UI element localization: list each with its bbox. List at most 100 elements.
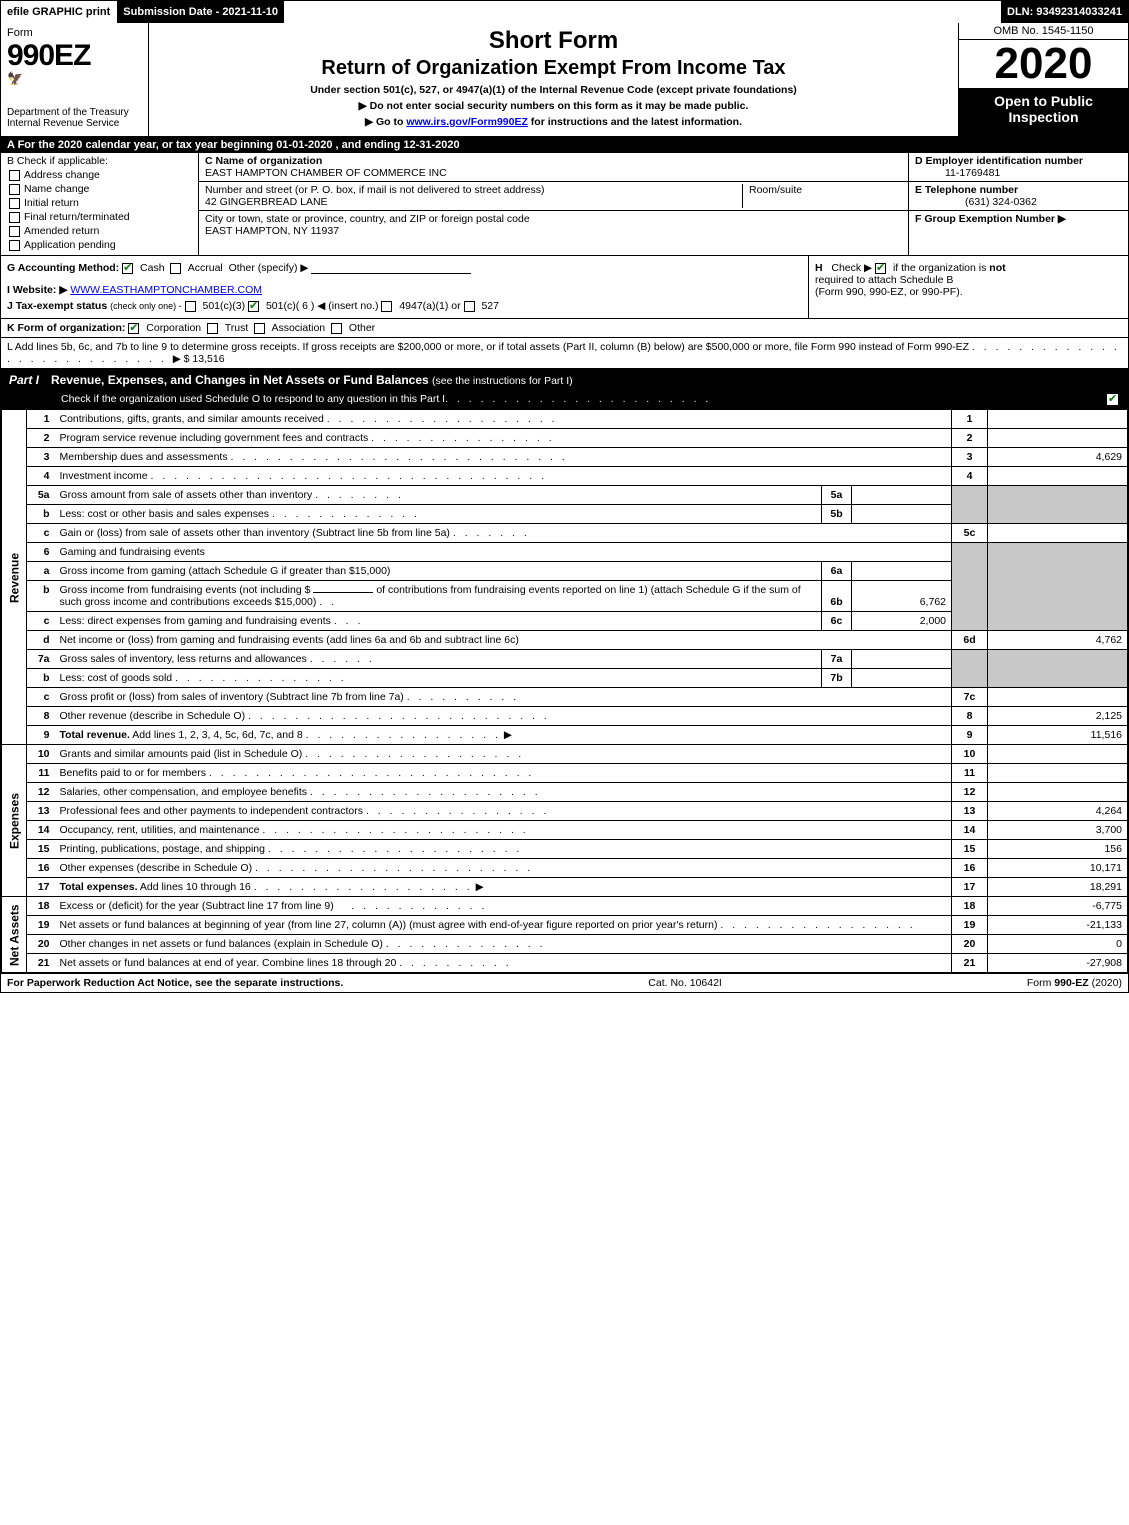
accrual-label: Accrual: [188, 262, 223, 274]
l7-shaded: [952, 650, 988, 688]
l5c-amt: [988, 524, 1128, 543]
chk-association[interactable]: [254, 323, 265, 334]
g-label: G Accounting Method:: [7, 262, 119, 274]
chk-corporation[interactable]: [128, 323, 139, 334]
l14-amt: 3,700: [988, 821, 1128, 840]
l18-amt: -6,775: [988, 897, 1128, 916]
c-name-label: C Name of organization: [205, 155, 322, 167]
ln-4: 4: [27, 467, 55, 486]
j-o3: 4947(a)(1) or: [399, 300, 460, 312]
l-amount: ▶ $ 13,516: [173, 353, 225, 365]
chk-527[interactable]: [464, 301, 475, 312]
chk-cash[interactable]: [122, 263, 133, 274]
k-label: K Form of organization:: [7, 322, 125, 334]
l3-desc: Membership dues and assessments . . . . …: [55, 448, 952, 467]
p1-note: (see the instructions for Part I): [432, 375, 573, 387]
sub3-pre: ▶ Go to: [365, 116, 406, 128]
l4-desc: Investment income . . . . . . . . . . . …: [55, 467, 952, 486]
footer-formref: Form 990-EZ (2020): [1027, 977, 1122, 989]
chk-schedule-o[interactable]: [1107, 394, 1118, 405]
header-center: Short Form Return of Organization Exempt…: [149, 23, 958, 136]
l7b-desc: Less: cost of goods sold . . . . . . . .…: [55, 669, 822, 688]
row-l: L Add lines 5b, 6c, and 7b to line 9 to …: [1, 338, 1128, 369]
chk-final-return[interactable]: Final return/terminated: [9, 211, 192, 223]
i-label: I Website: ▶: [7, 284, 67, 296]
l13-desc: Professional fees and other payments to …: [55, 802, 952, 821]
l8-desc: Other revenue (describe in Schedule O) .…: [55, 707, 952, 726]
l21-amt: -27,908: [988, 954, 1128, 973]
chk-501c3[interactable]: [185, 301, 196, 312]
ln-1: 1: [27, 410, 55, 429]
l10-desc: Grants and similar amounts paid (list in…: [55, 745, 952, 764]
chk-amended-return[interactable]: Amended return: [9, 225, 192, 237]
fr-bold: 990-EZ: [1054, 977, 1088, 989]
main-title: Return of Organization Exempt From Incom…: [157, 57, 950, 80]
l20-amt: 0: [988, 935, 1128, 954]
chk-other-org[interactable]: [331, 323, 342, 334]
l9-desc: Total revenue. Add lines 1, 2, 3, 4, 5c,…: [55, 726, 952, 745]
ln-8: 8: [27, 707, 55, 726]
e-phone: E Telephone number (631) 324-0362: [909, 182, 1128, 211]
l15-num: 15: [952, 840, 988, 859]
g-accounting-method: G Accounting Method: Cash Accrual Other …: [7, 262, 802, 274]
website-link[interactable]: WWW.EASTHAMPTONCHAMBER.COM: [70, 284, 262, 296]
footer-catno: Cat. No. 10642I: [343, 977, 1027, 989]
ln-20: 20: [27, 935, 55, 954]
l1-desc: Contributions, gifts, grants, and simila…: [55, 410, 952, 429]
fr-pre: Form: [1027, 977, 1054, 989]
block-g-h: G Accounting Method: Cash Accrual Other …: [1, 256, 1128, 319]
chk-h[interactable]: [875, 263, 886, 274]
l15-desc: Printing, publications, postage, and shi…: [55, 840, 952, 859]
chk-accrual[interactable]: [170, 263, 181, 274]
l6b-val: 6,762: [852, 581, 952, 612]
chk-trust[interactable]: [207, 323, 218, 334]
chk-label: Application pending: [24, 239, 116, 251]
l11-num: 11: [952, 764, 988, 783]
l13-amt: 4,264: [988, 802, 1128, 821]
chk-address-change[interactable]: Address change: [9, 169, 192, 181]
irs-link[interactable]: www.irs.gov/Form990EZ: [406, 116, 528, 128]
l6b-1: Gross income from fundraising events (no…: [60, 584, 311, 596]
j-o4: 527: [481, 300, 499, 312]
j-o1: 501(c)(3): [202, 300, 245, 312]
form-990ez-page: efile GRAPHIC print Submission Date - 20…: [0, 0, 1129, 993]
l3-num: 3: [952, 448, 988, 467]
l10-num: 10: [952, 745, 988, 764]
l7a-inner: 7a: [822, 650, 852, 669]
org-street: 42 GINGERBREAD LANE: [205, 196, 328, 208]
h-text4: (Form 990, 990-EZ, or 990-PF).: [815, 286, 963, 298]
form-number: 990EZ: [7, 39, 142, 73]
other-specify-input[interactable]: [311, 262, 471, 274]
chk-501c[interactable]: [248, 301, 259, 312]
h-text1: Check ▶: [831, 262, 872, 274]
l19-desc: Net assets or fund balances at beginning…: [55, 916, 952, 935]
footer-paperwork: For Paperwork Reduction Act Notice, see …: [7, 977, 343, 989]
l6b-blank[interactable]: [313, 592, 373, 593]
cash-label: Cash: [140, 262, 165, 274]
l17-desc: Total expenses. Add lines 10 through 16 …: [55, 878, 952, 897]
chk-application-pending[interactable]: Application pending: [9, 239, 192, 251]
p1-title-text: Revenue, Expenses, and Changes in Net As…: [51, 373, 429, 387]
ln-3: 3: [27, 448, 55, 467]
subtitle-2: ▶ Do not enter social security numbers o…: [157, 100, 950, 112]
l14-num: 14: [952, 821, 988, 840]
l5a-desc: Gross amount from sale of assets other t…: [55, 486, 822, 505]
efile-print[interactable]: efile GRAPHIC print: [1, 1, 117, 23]
h-text2: if the organization is: [893, 262, 986, 274]
chk-name-change[interactable]: Name change: [9, 183, 192, 195]
l6c-val: 2,000: [852, 612, 952, 631]
chk-label: Name change: [24, 183, 89, 195]
l7b-val: [852, 669, 952, 688]
footer: For Paperwork Reduction Act Notice, see …: [1, 973, 1128, 992]
c-city-row: City or town, state or province, country…: [199, 211, 908, 239]
subtitle-3: ▶ Go to www.irs.gov/Form990EZ for instru…: [157, 116, 950, 128]
i-website: I Website: ▶ WWW.EASTHAMPTONCHAMBER.COM: [7, 284, 802, 296]
l6a-val: [852, 562, 952, 581]
chk-initial-return[interactable]: Initial return: [9, 197, 192, 209]
chk-label: Amended return: [24, 225, 99, 237]
l6a-desc: Gross income from gaming (attach Schedul…: [55, 562, 822, 581]
chk-4947[interactable]: [381, 301, 392, 312]
part-1-table: Revenue 1 Contributions, gifts, grants, …: [1, 409, 1128, 973]
l16-amt: 10,171: [988, 859, 1128, 878]
l13-num: 13: [952, 802, 988, 821]
